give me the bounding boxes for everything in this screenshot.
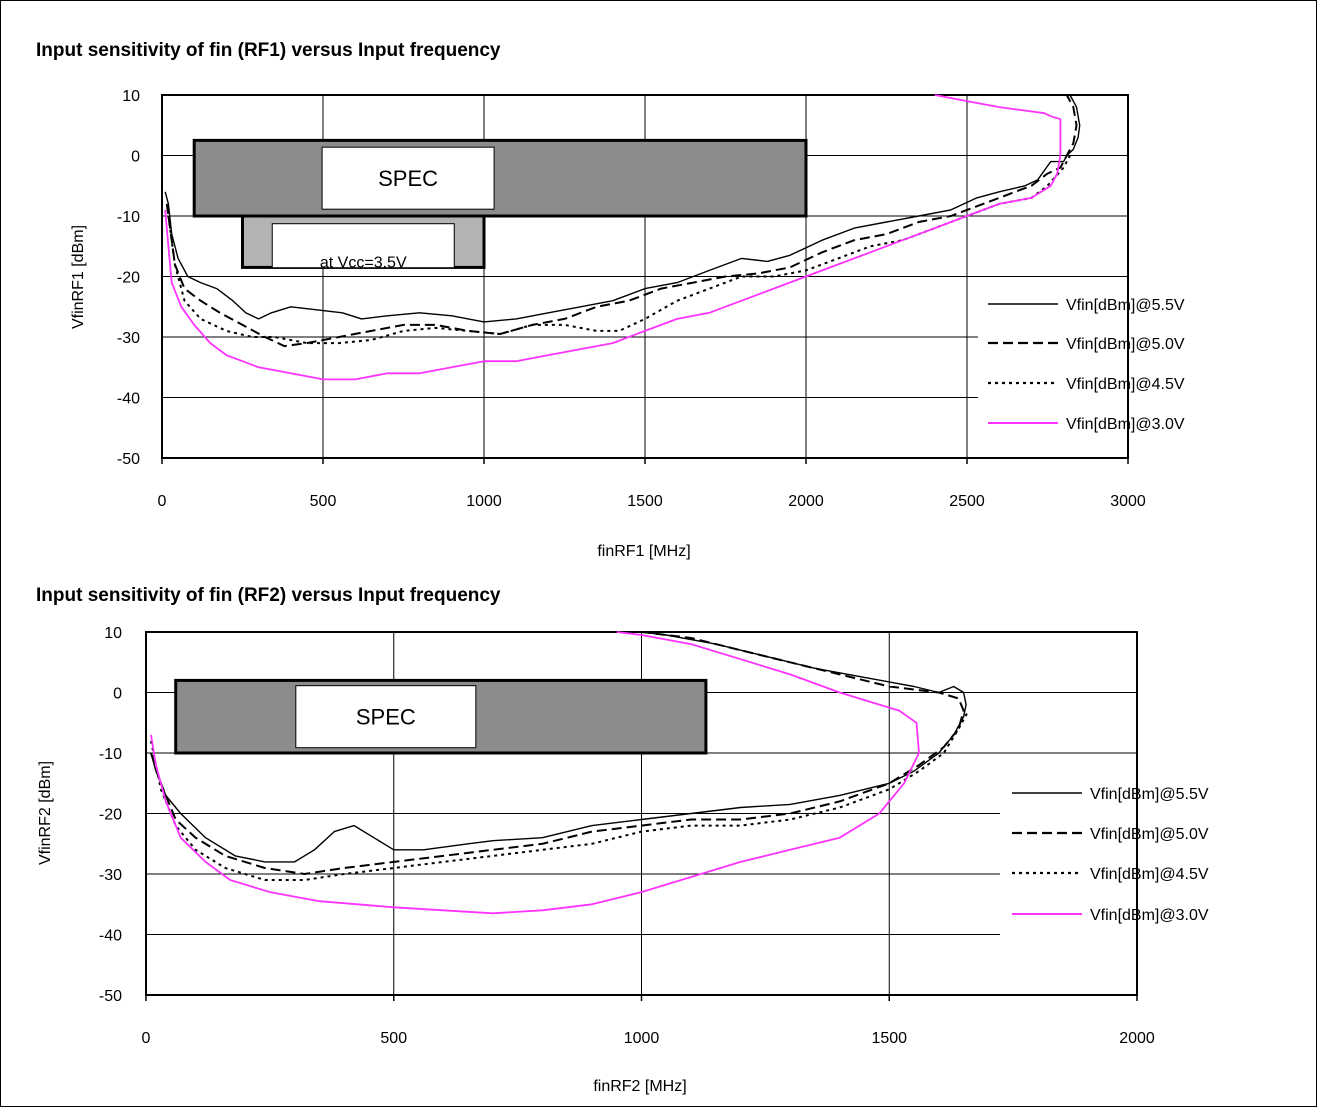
x-tick-label: 1000 <box>624 1030 660 1047</box>
x-tick-label: 3000 <box>1110 493 1146 510</box>
x-tick-label: 2000 <box>1119 1030 1155 1047</box>
spec-label-box <box>295 685 477 749</box>
x-tick-label: 1500 <box>627 493 663 510</box>
y-tick-label: 10 <box>104 625 122 642</box>
y-tick-label: -20 <box>99 807 122 824</box>
chart-title: Input sensitivity of fin (RF2) versus In… <box>36 585 501 606</box>
legend-label-2: Vfin[dBm]@4.5V <box>1090 866 1209 883</box>
y-tick-label: -10 <box>117 209 140 226</box>
legend-label-1: Vfin[dBm]@5.0V <box>1066 336 1185 353</box>
y-tick-label: -20 <box>117 270 140 287</box>
y-tick-label: -10 <box>99 746 122 763</box>
condition-label-box <box>271 223 455 269</box>
chart-rf1: Input sensitivity of fin (RF1) versus In… <box>36 40 1185 560</box>
chart-rf2: Input sensitivity of fin (RF2) versus In… <box>36 585 1209 1095</box>
spec-label-box <box>321 146 495 210</box>
series-line-1 <box>165 94 1078 348</box>
series-line-2 <box>150 710 970 881</box>
y-tick-label: -30 <box>117 330 140 347</box>
spec-box <box>192 138 808 218</box>
spec-label: SPEC <box>356 705 416 730</box>
series-line-1 <box>150 631 965 875</box>
legend-label-0: Vfin[dBm]@5.5V <box>1066 297 1185 314</box>
x-tick-label: 1000 <box>466 493 502 510</box>
series-line-0 <box>150 631 967 863</box>
y-tick-label: 10 <box>122 88 140 105</box>
x-tick-label: 500 <box>380 1030 407 1047</box>
x-tick-label: 2000 <box>788 493 824 510</box>
legend-label-1: Vfin[dBm]@5.0V <box>1090 826 1209 843</box>
y-tick-label: 0 <box>113 686 122 703</box>
y-tick-label: -50 <box>117 451 140 468</box>
y-tick-label: -50 <box>99 988 122 1005</box>
spec-label: SPEC <box>378 166 438 191</box>
legend-label-3: Vfin[dBm]@3.0V <box>1090 907 1209 924</box>
y-tick-label: 0 <box>131 149 140 166</box>
y-tick-label: -30 <box>99 867 122 884</box>
y-tick-label: -40 <box>99 928 122 945</box>
x-axis-label: finRF2 [MHz] <box>593 1078 686 1095</box>
chart-title: Input sensitivity of fin (RF1) versus In… <box>36 40 501 61</box>
x-tick-label: 0 <box>158 493 167 510</box>
series-line-3 <box>164 94 1062 381</box>
y-axis-label: VfinRF1 [dBm] <box>70 225 87 329</box>
series-line-0 <box>164 94 1081 323</box>
x-axis-label: finRF1 [MHz] <box>597 543 690 560</box>
legend-label-3: Vfin[dBm]@3.0V <box>1066 416 1185 433</box>
series-line-3 <box>150 631 920 915</box>
y-tick-label: -40 <box>117 391 140 408</box>
x-tick-label: 500 <box>310 493 337 510</box>
y-axis-label: VfinRF2 [dBm] <box>37 761 54 865</box>
legend-label-2: Vfin[dBm]@4.5V <box>1066 376 1185 393</box>
x-tick-label: 2500 <box>949 493 985 510</box>
x-tick-label: 0 <box>142 1030 151 1047</box>
condition-label: at Vcc=3.5V <box>320 255 407 272</box>
plot-border <box>161 94 1129 459</box>
legend-label-0: Vfin[dBm]@5.5V <box>1090 786 1209 803</box>
x-tick-label: 1500 <box>871 1030 907 1047</box>
